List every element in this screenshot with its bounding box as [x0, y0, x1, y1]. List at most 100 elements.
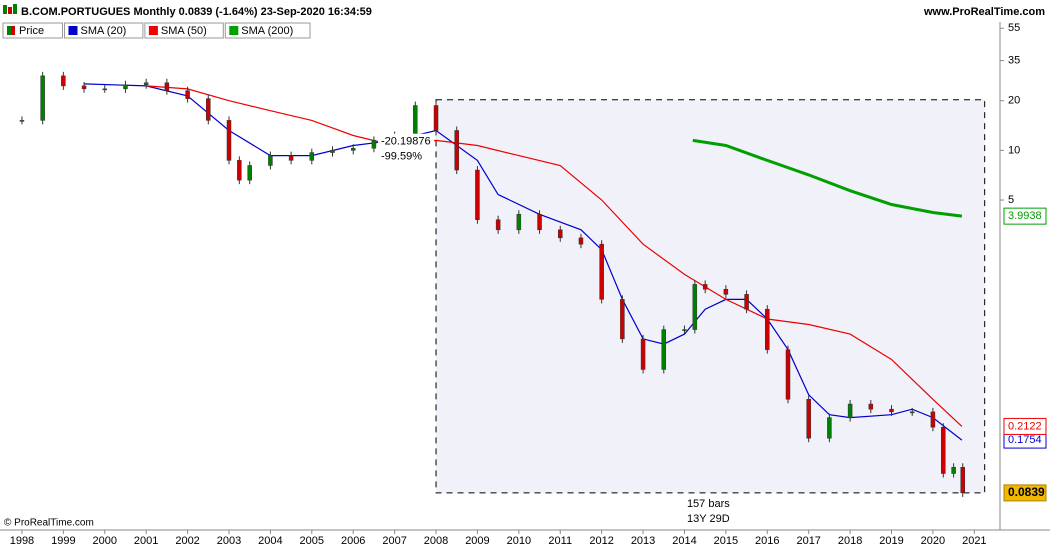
candle [371, 140, 377, 149]
legend-label: SMA (20) [81, 25, 127, 37]
candle [123, 84, 128, 90]
x-tick-label: 2016 [755, 535, 779, 547]
candle [702, 284, 708, 290]
icon [3, 5, 7, 14]
candle [806, 399, 811, 439]
x-tick-label: 2006 [341, 535, 365, 547]
x-tick-label: 2007 [382, 535, 406, 547]
sma-line [146, 85, 963, 427]
last-value-label: 0.1754 [1008, 434, 1042, 446]
x-tick-label: 2015 [714, 535, 738, 547]
legend-item [2, 22, 63, 39]
candle [557, 229, 563, 239]
measure-change: -20.19876 [381, 136, 431, 148]
legend-swatch [229, 26, 239, 35]
candle [661, 329, 667, 370]
candle [164, 82, 170, 91]
x-tick-label: 2009 [465, 535, 489, 547]
legend-swatch [11, 26, 15, 35]
candle [40, 75, 45, 121]
candle [640, 338, 646, 370]
candle [785, 349, 791, 400]
legend-label: SMA (50) [161, 25, 207, 37]
candle [226, 120, 232, 161]
y-tick-label: 5 [1008, 194, 1014, 206]
candle [744, 294, 749, 310]
last-value-tag [1003, 484, 1047, 502]
chart-title: B.COM.PORTUGUES Monthly 0.0839 (-1.64%) … [21, 6, 372, 18]
candle [941, 426, 946, 474]
x-tick-label: 2014 [672, 535, 696, 547]
measure-duration: 13Y 29D [687, 513, 730, 525]
candle [868, 403, 874, 410]
x-tick-label: 2021 [962, 535, 986, 547]
candle [475, 169, 480, 220]
candle [433, 105, 439, 131]
candle [620, 299, 625, 340]
candle [516, 214, 522, 231]
x-tick-label: 2000 [93, 535, 117, 547]
candle [330, 150, 335, 153]
x-tick-label: 2012 [589, 535, 613, 547]
last-value-tag [1003, 417, 1047, 435]
footer: © ProRealTime.com [4, 518, 94, 529]
measure-change-pct: -99.59% [381, 151, 422, 163]
y-tick-label: 35 [1008, 55, 1020, 67]
last-value-label: 0.0839 [1008, 485, 1045, 499]
icon [13, 4, 17, 14]
legend-swatch [7, 26, 11, 35]
legend-label: Price [19, 25, 44, 37]
sma-line [692, 138, 963, 218]
candle [951, 467, 956, 474]
candle [185, 90, 190, 99]
candle [909, 411, 915, 414]
y-tick-label: 20 [1008, 95, 1020, 107]
x-tick-label: 2008 [424, 535, 448, 547]
candle [237, 160, 242, 181]
candle [81, 85, 87, 90]
measure-box [435, 99, 986, 494]
candle [247, 165, 252, 181]
candle [268, 155, 273, 166]
candle [495, 219, 501, 231]
legend-swatch [68, 26, 78, 35]
legend-item [64, 22, 144, 39]
measure-label-box [683, 495, 734, 526]
measure-bars: 157 bars [687, 498, 730, 510]
candle [599, 243, 604, 300]
candle [143, 82, 149, 85]
candle [350, 148, 356, 151]
last-value-label: 0.2122 [1008, 420, 1042, 432]
legend-item [224, 22, 311, 39]
legend-swatch [148, 26, 158, 35]
candle [578, 237, 584, 245]
source: www.ProRealTime.com [923, 6, 1045, 18]
x-tick-label: 1998 [10, 535, 34, 547]
candle [889, 408, 894, 413]
candle [19, 120, 25, 122]
candle [682, 329, 687, 331]
candle [723, 288, 729, 295]
candle [288, 155, 294, 161]
x-tick-label: 2017 [796, 535, 820, 547]
candle [930, 411, 936, 428]
x-tick-label: 2003 [217, 535, 241, 547]
candle [692, 284, 698, 330]
candle [454, 130, 459, 171]
candle [413, 105, 418, 136]
icon [8, 7, 12, 14]
candle [102, 88, 108, 91]
y-tick-label: 10 [1008, 144, 1020, 156]
measure-label-box [378, 133, 435, 164]
x-tick-label: 1999 [51, 535, 75, 547]
candle [827, 417, 832, 439]
x-tick-label: 2005 [300, 535, 324, 547]
x-tick-label: 2020 [921, 535, 945, 547]
candle [537, 214, 542, 231]
x-tick-label: 2002 [175, 535, 199, 547]
candle [206, 98, 211, 121]
x-tick-label: 2010 [507, 535, 531, 547]
x-tick-label: 2019 [879, 535, 903, 547]
